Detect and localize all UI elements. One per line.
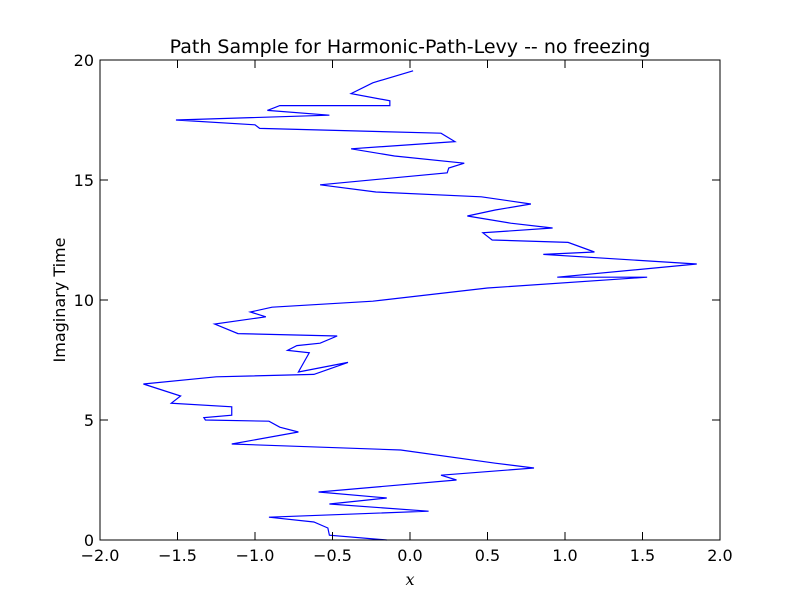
x-tick-label-0: −2.0 bbox=[81, 546, 120, 565]
plot-area bbox=[100, 60, 720, 540]
x-tick-label-1: −1.5 bbox=[158, 546, 197, 565]
chart-title: Path Sample for Harmonic-Path-Levy -- no… bbox=[170, 36, 651, 58]
series-line-0 bbox=[143, 70, 697, 541]
y-tick-label-0: 0 bbox=[84, 531, 94, 550]
y-tick-label-3: 15 bbox=[74, 171, 94, 190]
data-line-layer bbox=[143, 70, 697, 541]
x-tick-label-4: 0.0 bbox=[397, 546, 422, 565]
y-tick-label-2: 10 bbox=[74, 291, 94, 310]
x-tick-label-8: 2.0 bbox=[707, 546, 732, 565]
x-tick-label-6: 1.0 bbox=[552, 546, 577, 565]
x-tick-label-2: −1.0 bbox=[236, 546, 275, 565]
y-axis-label: Imaginary Time bbox=[50, 238, 69, 363]
tick-layer: −2.0 −1.5 −1.0 −0.5 0.0 0.5 1.0 1.5 2.0 0 5 10 15 20 bbox=[74, 51, 733, 565]
x-tick-label-5: 0.5 bbox=[475, 546, 500, 565]
x-axis-label: x bbox=[405, 570, 414, 589]
plot-frame bbox=[99, 59, 721, 541]
y-tick-label-1: 5 bbox=[84, 411, 94, 430]
x-tick-label-7: 1.5 bbox=[630, 546, 655, 565]
y-tick-label-4: 20 bbox=[74, 51, 94, 70]
x-tick-label-3: −0.5 bbox=[313, 546, 352, 565]
